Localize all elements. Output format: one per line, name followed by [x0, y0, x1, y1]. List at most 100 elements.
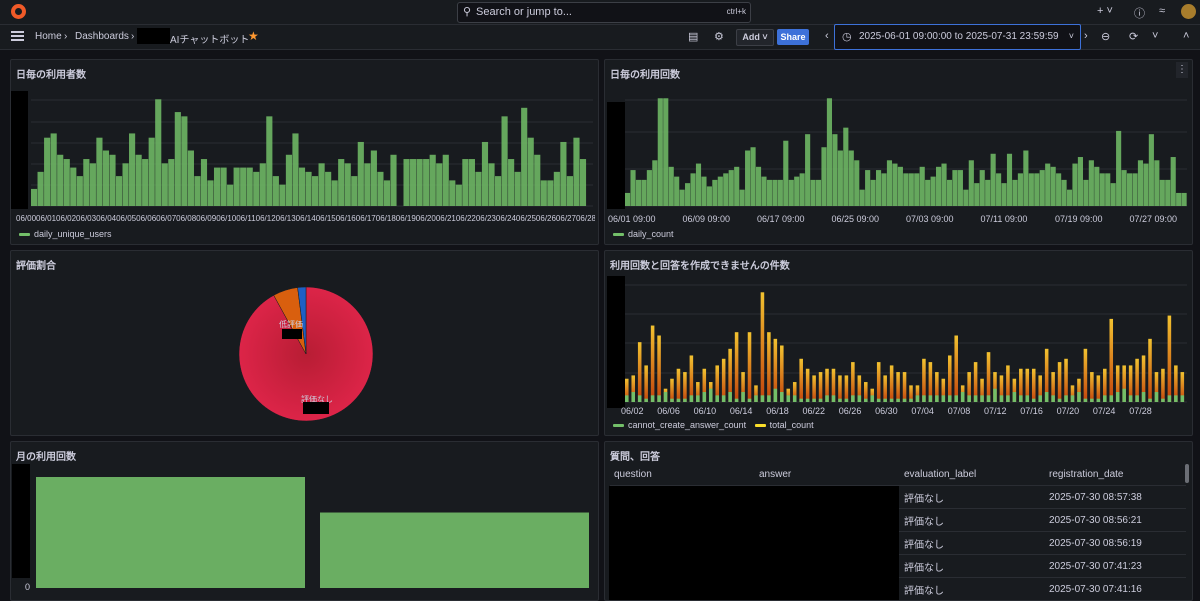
total-count-bar	[1180, 372, 1185, 402]
time-forward-icon[interactable]: ›	[1084, 30, 1088, 42]
total-count-bar	[928, 362, 933, 402]
daily-count-bar	[646, 170, 652, 206]
x-axis-tick: 07/20	[1056, 406, 1080, 416]
x-axis-tick: 06/26	[838, 406, 862, 416]
time-back-icon[interactable]: ‹	[825, 30, 829, 42]
add-button[interactable]: Add ˅	[736, 29, 774, 46]
daily-count-bar	[925, 179, 931, 206]
cannot-answer-bar	[1090, 398, 1094, 402]
daily-users-bar	[442, 154, 449, 206]
daily-count-chart	[625, 98, 1187, 206]
daily-count-bar	[652, 160, 658, 206]
daily-users-bar	[50, 133, 57, 206]
daily-count-bar	[1110, 183, 1116, 206]
cannot-answer-bar	[960, 392, 965, 402]
panel-daily-users: 日毎の利用者数 06/0006/0106/0206/0306/0406/0506…	[10, 59, 599, 245]
daily-count-bar	[1039, 170, 1045, 206]
daily-users-bar	[579, 159, 587, 206]
avatar[interactable]	[1181, 4, 1196, 19]
total-count-bar	[754, 385, 758, 402]
time-range-picker[interactable]: ◷ 2025-06-01 09:00:00 to 2025-07-31 23:5…	[834, 24, 1081, 50]
daily-users-bar	[429, 154, 436, 206]
collapse-icon[interactable]: ˄	[1183, 30, 1190, 42]
total-count-bar	[792, 382, 797, 402]
legend-item[interactable]: cannot_create_answer_count	[613, 420, 746, 430]
legend-item[interactable]: daily_count	[613, 229, 674, 239]
rss-icon[interactable]: ≈	[1159, 5, 1166, 17]
table-scrollbar[interactable]	[1185, 464, 1189, 483]
cannot-answer-bar	[767, 395, 771, 402]
total-count-bar	[670, 378, 674, 402]
total-count-bar	[1148, 338, 1152, 402]
daily-count-bar	[1028, 173, 1034, 206]
daily-count-bar	[919, 166, 925, 206]
cannot-answer-bar	[644, 398, 648, 402]
panel-title: 月の利用回数	[16, 452, 76, 463]
x-axis-tick: 07/24	[1092, 406, 1116, 416]
total-count-bar	[1064, 358, 1068, 402]
column-header-answer[interactable]: answer	[755, 463, 900, 486]
cannot-answer-bar	[702, 392, 707, 402]
breadcrumb-dashboards[interactable]: Dashboards	[75, 31, 129, 42]
cannot-answer-bar	[1174, 395, 1178, 402]
plus-icon[interactable]: + ˅	[1097, 5, 1113, 17]
cannot-answer-bar	[1077, 392, 1081, 402]
refresh-interval-chevron-icon[interactable]: ˅	[1152, 30, 1159, 42]
daily-count-bar	[854, 160, 860, 206]
total-count-bar	[1141, 355, 1146, 402]
menu-icon[interactable]	[11, 31, 24, 41]
column-header-question[interactable]: question	[610, 463, 755, 486]
daily-count-bar	[734, 166, 740, 206]
breadcrumb-home[interactable]: Home	[35, 31, 62, 42]
x-axis-tick: 07/19 09:00	[1055, 214, 1103, 224]
save-icon[interactable]: ▤	[688, 31, 699, 43]
help-icon[interactable]: ⓘ	[1134, 8, 1145, 20]
cannot-answer-bar	[883, 398, 887, 402]
grafana-logo-icon[interactable]	[11, 4, 26, 19]
total-count-bar	[1096, 375, 1101, 402]
daily-count-bar	[1088, 160, 1094, 206]
daily-users-bar	[514, 171, 521, 206]
total-count-bar	[986, 352, 991, 402]
cell-evaluation: 評価なし	[900, 531, 1045, 555]
daily-users-bar	[194, 176, 201, 206]
daily-users-bar	[227, 184, 234, 206]
daily-users-bar	[449, 180, 456, 206]
cannot-answer-bar	[999, 395, 1004, 402]
daily-users-bar	[508, 159, 515, 206]
settings-icon[interactable]: ⚙	[714, 31, 724, 43]
cannot-answer-bar	[637, 395, 642, 402]
cannot-answer-bar	[754, 395, 758, 402]
total-count-bar	[689, 355, 694, 402]
legend-item[interactable]: daily_unique_users	[19, 229, 112, 239]
zoom-out-icon[interactable]: ⊖	[1101, 31, 1111, 43]
daily-count-bar	[1050, 166, 1056, 206]
daily-count-bar	[1094, 166, 1100, 206]
cannot-answer-bar	[1096, 398, 1101, 402]
daily-count-bar	[1017, 173, 1023, 206]
total-count-bar	[851, 362, 855, 402]
daily-count-bar	[745, 150, 751, 206]
star-icon[interactable]: ★	[248, 29, 259, 43]
cannot-answer-bar	[1006, 395, 1010, 402]
daily-users-bar	[70, 167, 77, 206]
pie-slice[interactable]	[297, 286, 307, 355]
cannot-answer-bar	[1064, 395, 1068, 402]
legend-item[interactable]: total_count	[754, 420, 814, 430]
column-header-date[interactable]: registration_date	[1045, 463, 1186, 486]
refresh-icon[interactable]: ⟳	[1129, 31, 1139, 43]
daily-count-bar	[974, 183, 980, 206]
total-count-bar	[1006, 365, 1010, 402]
panel-menu-icon[interactable]: ⋮	[1176, 62, 1188, 78]
search-input[interactable]: ⚲ Search or jump to... ctrl+k	[457, 2, 751, 23]
cannot-answer-bar	[792, 395, 797, 402]
daily-users-bar	[298, 167, 306, 206]
share-button[interactable]: Share	[777, 29, 809, 45]
daily-count-bar	[1045, 163, 1051, 206]
chevron-right-icon: ›	[131, 31, 135, 42]
total-count-bar	[1019, 368, 1023, 402]
column-header-evaluation[interactable]: evaluation_label	[900, 463, 1045, 486]
cell-date: 2025-07-30 07:41:23	[1045, 554, 1186, 578]
daily-users-bar	[540, 180, 547, 206]
x-axis-tick: 06/09 09:00	[682, 214, 731, 224]
